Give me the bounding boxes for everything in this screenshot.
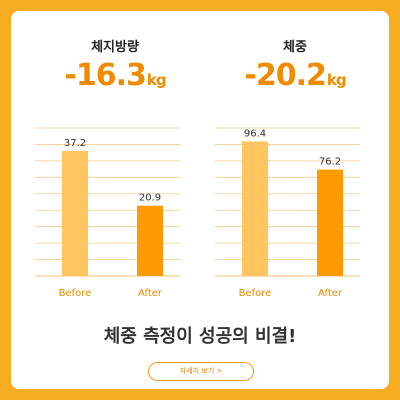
chart-body-fat-svg: 37.2 Before 20.9 After	[35, 127, 180, 299]
bar-before	[242, 141, 268, 276]
bar-after	[137, 205, 163, 276]
data-label: 76.2	[319, 157, 341, 168]
panel-value-weight: -20.2kg	[244, 58, 346, 93]
category-label: After	[138, 288, 163, 299]
chart-weight-svg: 96.4 Before 76.2 After	[215, 127, 360, 299]
headline: 체중 측정이 성공의 비결!	[103, 326, 297, 347]
chart-weight: 96.4 Before 76.2 After	[215, 116, 360, 306]
data-label: 37.2	[64, 138, 86, 149]
panel-title-weight: 체중	[283, 40, 307, 55]
data-label: 96.4	[244, 128, 266, 139]
bar-after	[317, 169, 343, 276]
category-label: After	[318, 288, 343, 299]
category-label: Before	[59, 288, 92, 299]
chart-body-fat: 37.2 Before 20.9 After	[35, 116, 180, 306]
details-button[interactable]: 자세히 보기 >	[148, 362, 254, 381]
category-label: Before	[239, 288, 272, 299]
panel-title-body-fat: 체지방량	[91, 40, 139, 55]
data-label: 20.9	[139, 193, 161, 204]
panel-value-body-fat: -16.3kg	[64, 58, 166, 93]
bar-before	[62, 150, 88, 276]
